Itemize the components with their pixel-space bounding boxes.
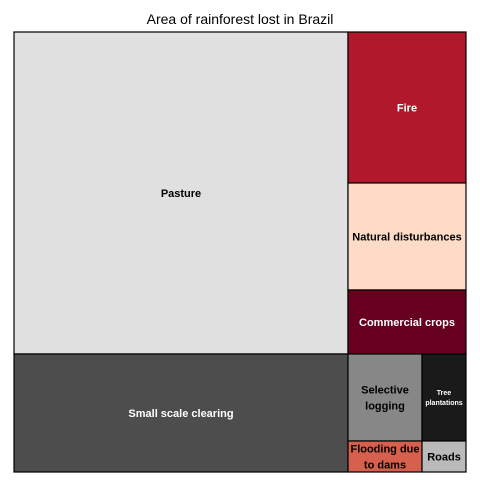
tile-flooding-due-to-dams: Flooding due to dams <box>347 440 423 473</box>
tile-label: Pasture <box>161 188 201 200</box>
tile-rect <box>347 182 467 291</box>
tile-roads: Roads <box>421 440 467 473</box>
tile-rect <box>347 440 423 473</box>
tile-pasture: Pasture <box>13 31 349 355</box>
tile-label: Commercial crops <box>359 317 455 329</box>
tile-small-scale-clearing: Small scale clearing <box>13 353 349 473</box>
tile-label: Fire <box>397 102 417 114</box>
tile-rect <box>13 353 349 473</box>
tile-label: Natural disturbances <box>352 231 461 243</box>
tile-rect <box>347 289 467 355</box>
tile-fire: Fire <box>347 31 467 184</box>
tile-tree-plantations: Tree plantations <box>421 353 467 442</box>
chart-title: Area of rainforest lost in Brazil <box>146 11 334 27</box>
tile-selective-logging: Selective logging <box>347 353 423 442</box>
tile-label: Roads <box>427 451 461 463</box>
tile-rect <box>421 440 467 473</box>
tile-commercial-crops: Commercial crops <box>347 289 467 355</box>
tile-label: Tree plantations <box>425 390 462 407</box>
tile-rect <box>347 353 423 442</box>
tile-rect <box>347 31 467 184</box>
tile-natural-disturbances: Natural disturbances <box>347 182 467 291</box>
tile-label: Selective logging <box>361 384 409 412</box>
tile-rect <box>421 353 467 442</box>
tile-label: Small scale clearing <box>128 408 233 420</box>
tile-label: Flooding due to dams <box>350 443 419 471</box>
